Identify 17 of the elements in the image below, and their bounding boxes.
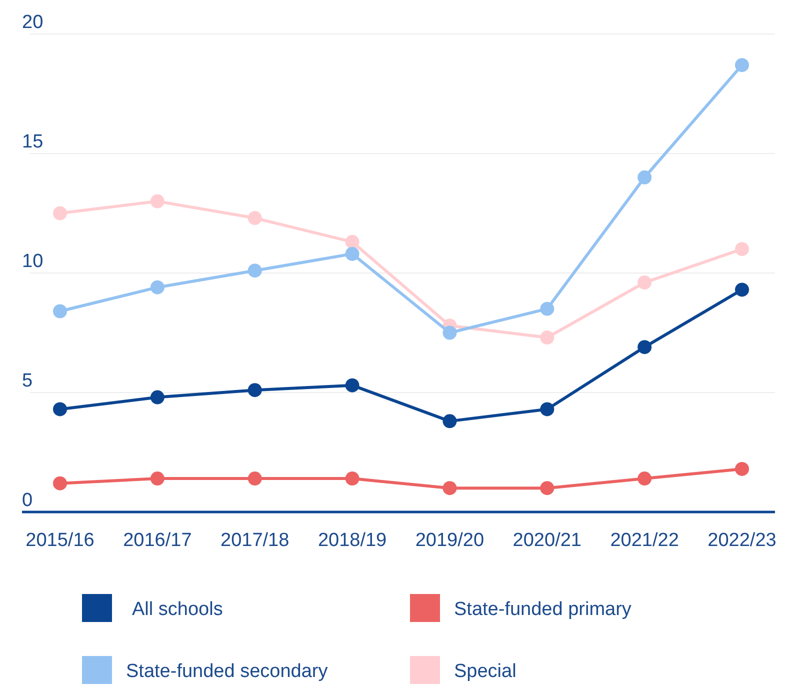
legend-label: Special xyxy=(454,661,516,682)
x-tick-label: 2021/22 xyxy=(610,530,679,551)
y-tick-label: 20 xyxy=(22,12,44,33)
legend-label: All schools xyxy=(132,599,223,620)
x-tick-label: 2022/23 xyxy=(708,530,776,551)
x-tick-label: 2019/20 xyxy=(415,530,484,551)
legend-label: State-funded secondary xyxy=(126,661,328,682)
x-tick-label: 2020/21 xyxy=(512,530,582,551)
x-tick-label: 2016/17 xyxy=(123,530,192,551)
y-tick-label: 10 xyxy=(22,251,44,272)
x-tick-label: 2015/16 xyxy=(26,530,94,551)
x-tick-label: 2017/18 xyxy=(220,530,290,551)
y-tick-label: 15 xyxy=(22,132,44,152)
x-tick-label: 2018/19 xyxy=(318,530,387,551)
legend-label: State-funded primary xyxy=(454,599,632,620)
y-tick-label: 0 xyxy=(22,490,33,511)
y-tick-label: 5 xyxy=(22,370,33,392)
